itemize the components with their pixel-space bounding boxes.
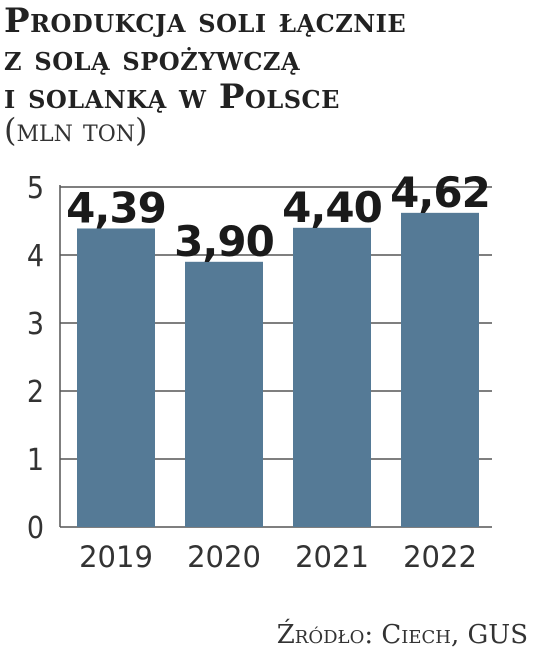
y-tick-label-3: 3 [27,307,44,342]
chart-title-line-3: i solanką w Polsce [4,77,340,117]
data-label-2022: 4,62 [390,168,490,217]
y-tick-label-4: 4 [27,239,44,274]
y-tick-label-5: 5 [27,171,44,206]
bar-2020 [185,261,263,527]
x-tick-label-2019: 2019 [79,540,153,574]
data-label-2019: 4,39 [66,183,166,232]
y-tick-label-0: 0 [27,511,44,546]
x-tick-label-2021: 2021 [295,540,369,574]
chart-title-line-1: Produkcja soli łącznie [4,1,407,41]
bar-2019 [77,228,155,528]
y-tick-label-2: 2 [27,375,44,410]
x-tick-label-2020: 2020 [187,540,261,574]
source-note: Źródło: Ciech, GUS [276,620,528,650]
bar-2021 [293,227,371,528]
chart-title: Produkcja soli łącznie z solą spożywczą … [4,2,532,116]
bar-2022 [401,212,479,527]
data-label-2021: 4,40 [282,183,382,232]
x-tick-label-2022: 2022 [403,540,477,574]
y-tick-label-1: 1 [27,443,44,478]
data-label-2020: 3,90 [174,217,274,266]
chart-title-line-2: z solą spożywczą [4,39,301,79]
chart-subtitle: (mln ton) [4,111,148,149]
